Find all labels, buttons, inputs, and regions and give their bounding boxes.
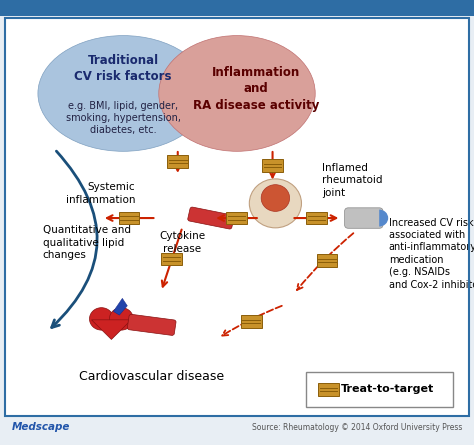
Text: Quantitative and
qualitative lipid
changes: Quantitative and qualitative lipid chang… (43, 225, 131, 260)
Bar (167, 155, 188, 168)
Text: Treat-to-target: Treat-to-target (341, 384, 435, 394)
Ellipse shape (38, 36, 209, 151)
Bar (5, 18, 469, 416)
Bar (118, 212, 139, 224)
Text: e.g. BMI, lipid, gender,
smoking, hypertension,
diabetes, etc.: e.g. BMI, lipid, gender, smoking, hypert… (66, 101, 181, 135)
Bar (241, 315, 262, 328)
FancyBboxPatch shape (345, 208, 383, 228)
Text: Inflammation
and
RA disease activity: Inflammation and RA disease activity (193, 66, 319, 112)
Ellipse shape (159, 36, 315, 151)
Text: Traditional
CV risk factors: Traditional CV risk factors (74, 54, 172, 84)
Text: Medscape: Medscape (12, 422, 70, 432)
FancyBboxPatch shape (188, 207, 234, 229)
FancyBboxPatch shape (306, 372, 453, 407)
Text: Inflamed
rheumatoid
joint: Inflamed rheumatoid joint (322, 163, 383, 198)
Bar (0, 0, 474, 16)
Bar (161, 253, 182, 265)
Bar (262, 159, 283, 172)
Circle shape (90, 307, 113, 330)
Bar (226, 212, 247, 224)
Circle shape (261, 185, 290, 211)
Bar (5, 18, 469, 416)
Bar (306, 212, 327, 224)
Text: Increased CV risk
associated with
anti-inflammatory
medication
(e.g. NSAIDs
and : Increased CV risk associated with anti-i… (389, 218, 474, 290)
Polygon shape (91, 320, 131, 340)
FancyBboxPatch shape (128, 314, 176, 336)
Bar (317, 254, 337, 267)
Circle shape (109, 307, 133, 330)
Bar (318, 383, 339, 396)
Polygon shape (113, 298, 128, 315)
Text: Cardiovascular disease: Cardiovascular disease (79, 369, 224, 383)
Text: Cytokine
release: Cytokine release (159, 231, 206, 254)
Text: Systemic
inflammation: Systemic inflammation (65, 182, 135, 205)
Wedge shape (379, 210, 388, 227)
Circle shape (249, 179, 301, 228)
Text: Source: Rheumatology © 2014 Oxford University Press: Source: Rheumatology © 2014 Oxford Unive… (252, 423, 462, 432)
